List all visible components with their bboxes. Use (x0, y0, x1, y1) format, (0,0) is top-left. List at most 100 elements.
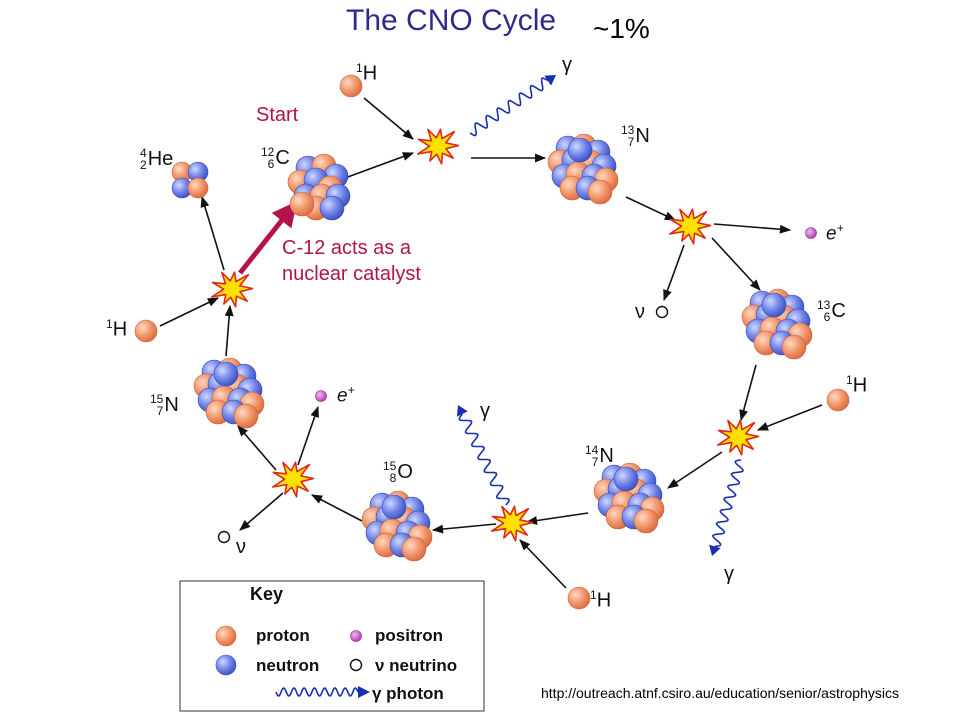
flash-2 (668, 208, 712, 245)
hydrogen-label-top: 1H (356, 62, 377, 84)
positron-left (315, 390, 327, 402)
arrow-n13-to-flash2 (625, 196, 677, 221)
arrow-flash2-to-neutrino (663, 244, 685, 302)
key-photon-label: γ photon (372, 684, 444, 703)
nucleus-n15 (193, 357, 265, 429)
nucleus-he4 (171, 161, 209, 199)
proton-right (826, 388, 850, 412)
start-label: Start (256, 104, 299, 126)
neutrino-label-right: ν (635, 301, 645, 323)
proton-bottom (567, 586, 591, 610)
arrow-flash3-to-n14 (667, 451, 723, 489)
positron-label-right: e+ (826, 222, 844, 243)
arrow-h-to-flash4 (519, 539, 567, 589)
gamma-photon-bottom-left (456, 405, 510, 506)
hydrogen-mass: 1 (356, 61, 363, 75)
c13-mass: 13 (817, 298, 831, 312)
n13-mass: 13 (621, 123, 635, 137)
particles (134, 74, 850, 610)
arrow-h-to-flash3 (756, 404, 823, 431)
nucleus-n13 (547, 133, 619, 205)
n14-symbol: N (599, 445, 614, 467)
arrow-flash6-to-he4 (200, 195, 225, 271)
catalyst-note: C-12 acts as a nuclear catalyst (282, 235, 421, 287)
key-box (179, 580, 485, 712)
o15-symbol: O (397, 461, 413, 483)
arrow-o15-to-flash5 (311, 494, 363, 522)
hydrogen-symbol: H (112, 318, 128, 341)
nuclei (171, 133, 813, 562)
catalyst-arrow (238, 201, 298, 275)
key-neutron-icon (215, 654, 237, 676)
source-url: http://outreach.atnf.csiro.au/education/… (541, 685, 899, 701)
arrow-flash2-to-positron (713, 223, 792, 234)
flash-5 (271, 461, 315, 498)
c12-atomic: 6 (267, 157, 275, 171)
reaction-arrows (159, 97, 823, 589)
nucleus-n14 (593, 462, 665, 534)
key-icons (215, 625, 370, 698)
arrow-flash2-to-c13 (711, 237, 761, 291)
arrow-flash4-to-o15 (431, 523, 497, 534)
arrow-flash5-to-positron (297, 405, 319, 466)
c12-mass: 12 (261, 145, 275, 159)
flash-1 (416, 128, 460, 165)
flash-6 (210, 271, 254, 308)
key-proton-icon (215, 625, 237, 647)
fraction-annotation: ~1% (593, 13, 650, 44)
arrow-n14-to-flash4 (525, 512, 589, 525)
n15-symbol: N (164, 394, 179, 416)
nucleus-c12 (287, 153, 351, 221)
nucleus-c13 (741, 288, 813, 360)
reaction-flashes (210, 128, 760, 542)
n14-mass: 14 (585, 443, 599, 457)
isotope-he4: 4 2 He (140, 147, 173, 171)
n13-atomic: 7 (627, 135, 635, 149)
n15-mass: 15 (150, 392, 164, 406)
key-neutron-label: neutron (256, 656, 320, 675)
key-proton-label: proton (256, 626, 310, 645)
proton-top (339, 74, 363, 98)
key-positron-label: positron (375, 626, 443, 645)
hydrogen-label-right: 1H (846, 374, 867, 396)
isotope-n15: 15 7 N (150, 393, 179, 417)
arrow-c12-to-flash1 (344, 152, 415, 179)
he4-mass: 4 (140, 146, 147, 160)
isotope-c13: 13 6 C (817, 299, 846, 323)
hydrogen-label-left: 1H (106, 318, 127, 340)
positron-symbol: e (337, 385, 348, 407)
c12-symbol: C (275, 147, 290, 169)
isotope-n13: 13 7 N (621, 124, 650, 148)
positron-symbol: e (826, 223, 837, 245)
catalyst-note-line2: nuclear catalyst (282, 263, 421, 285)
n15-atomic: 7 (156, 404, 164, 418)
isotope-o15: 15 8 O (383, 460, 413, 484)
flash-3 (716, 419, 760, 456)
n13-symbol: N (635, 125, 650, 147)
proton-left (134, 319, 158, 343)
arrow-flash5-to-n15 (237, 425, 277, 471)
isotope-c12: 12 6 C (261, 146, 290, 170)
key-positron-icon (350, 630, 362, 642)
hydrogen-symbol: H (362, 62, 378, 85)
page-title: The CNO Cycle (346, 4, 557, 37)
hydrogen-symbol: H (852, 374, 868, 397)
arrow-c13-to-flash3 (739, 364, 757, 422)
isotope-n14: 14 7 N (585, 444, 614, 468)
arrow-h-to-flash6 (159, 297, 220, 327)
hydrogen-mass: 1 (846, 373, 853, 387)
flash-4 (490, 505, 534, 542)
key-neutrino-label: ν neutrino (375, 656, 458, 675)
arrow-h-to-flash1 (363, 97, 414, 140)
gamma-label-bottom-right: γ (724, 563, 734, 585)
positron-right (805, 227, 817, 239)
positron-charge: + (347, 383, 355, 397)
positron-charge: + (836, 221, 844, 235)
he4-atomic: 2 (140, 158, 147, 172)
hydrogen-mass: 1 (106, 317, 113, 331)
key-photon-icon (275, 686, 370, 698)
hydrogen-label-bottom: 1H (590, 589, 611, 611)
nucleus-o15 (361, 490, 433, 562)
